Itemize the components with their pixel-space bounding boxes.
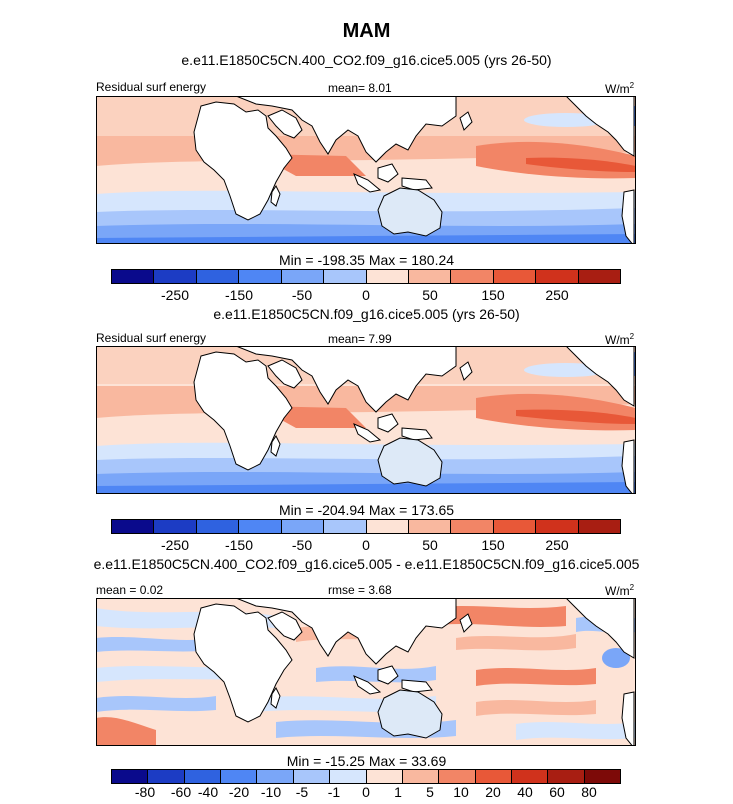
panel-3-tick: -60 xyxy=(170,784,192,800)
panel-1-variable-label: Residual surf energy xyxy=(96,80,207,94)
panel-2-tick: 150 xyxy=(481,537,505,553)
panel-3-tick: -1 xyxy=(327,784,341,800)
panel-3-tick: -5 xyxy=(295,784,309,800)
panel-1-title: e.e11.E1850C5CN.400_CO2.f09_g16.cice5.00… xyxy=(181,52,552,68)
panel-3-tick: -80 xyxy=(134,784,156,800)
panel-3-tick: 5 xyxy=(426,784,434,800)
panel-3-title: e.e11.E1850C5CN.400_CO2.f09_g16.cice5.00… xyxy=(93,556,640,572)
panel-3-colorbar xyxy=(111,769,621,784)
panel-3-tick: -10 xyxy=(260,784,282,800)
panel-2-tick: 250 xyxy=(545,537,569,553)
panel-1-tick: 250 xyxy=(545,287,569,303)
panel-3-tick: -20 xyxy=(228,784,250,800)
panel-3-tick: 40 xyxy=(517,784,533,800)
panel-3-tick: 0 xyxy=(362,784,370,800)
panel-1-tick: -50 xyxy=(291,287,313,303)
panel-3-tick: 60 xyxy=(549,784,565,800)
panel-1-units: W/m2 xyxy=(605,81,635,96)
panel-1-tick: 150 xyxy=(481,287,505,303)
panel-1-tick: 0 xyxy=(362,287,370,303)
panel-2-map xyxy=(96,346,636,494)
panel-2-tick: 0 xyxy=(362,537,370,553)
panel-3-tick: 20 xyxy=(485,784,501,800)
panel-1-map xyxy=(96,96,636,244)
panel-3-units: W/m2 xyxy=(605,583,635,598)
season-title: MAM xyxy=(342,20,391,42)
panel-2-tick: 50 xyxy=(422,537,438,553)
panel-2-tick: -250 xyxy=(160,537,190,553)
panel-3-tick: 1 xyxy=(394,784,402,800)
panel-2-colorbar xyxy=(111,519,621,534)
panel-1-colorbar xyxy=(111,269,621,284)
panel-1-tick: 50 xyxy=(422,287,438,303)
panel-2-minmax: Min = -204.94 Max = 173.65 xyxy=(278,502,455,518)
panel-1-tick: -250 xyxy=(160,287,190,303)
panel-2-variable-label: Residual surf energy xyxy=(96,331,207,345)
panel-2-units: W/m2 xyxy=(605,332,635,347)
panel-2-mean-label: mean= 7.99 xyxy=(328,332,392,346)
panel-3-tick: 10 xyxy=(453,784,469,800)
panel-1-minmax: Min = -198.35 Max = 180.24 xyxy=(278,252,455,268)
panel-3-mean-label: mean = 0.02 xyxy=(96,583,164,597)
panel-3-minmax: Min = -15.25 Max = 33.69 xyxy=(286,753,447,769)
panel-2-tick: -50 xyxy=(291,537,313,553)
panel-3-map xyxy=(96,598,636,746)
panel-2-tick: -150 xyxy=(224,537,254,553)
panel-3-rmse-label: rmse = 3.68 xyxy=(328,583,392,597)
panel-2-title: e.e11.E1850C5CN.f09_g16.cice5.005 (yrs 2… xyxy=(213,306,520,322)
panel-3-tick: -40 xyxy=(197,784,219,800)
panel-1-tick: -150 xyxy=(224,287,254,303)
panel-3-tick: 80 xyxy=(581,784,597,800)
panel-1-mean-label: mean= 8.01 xyxy=(328,81,392,95)
